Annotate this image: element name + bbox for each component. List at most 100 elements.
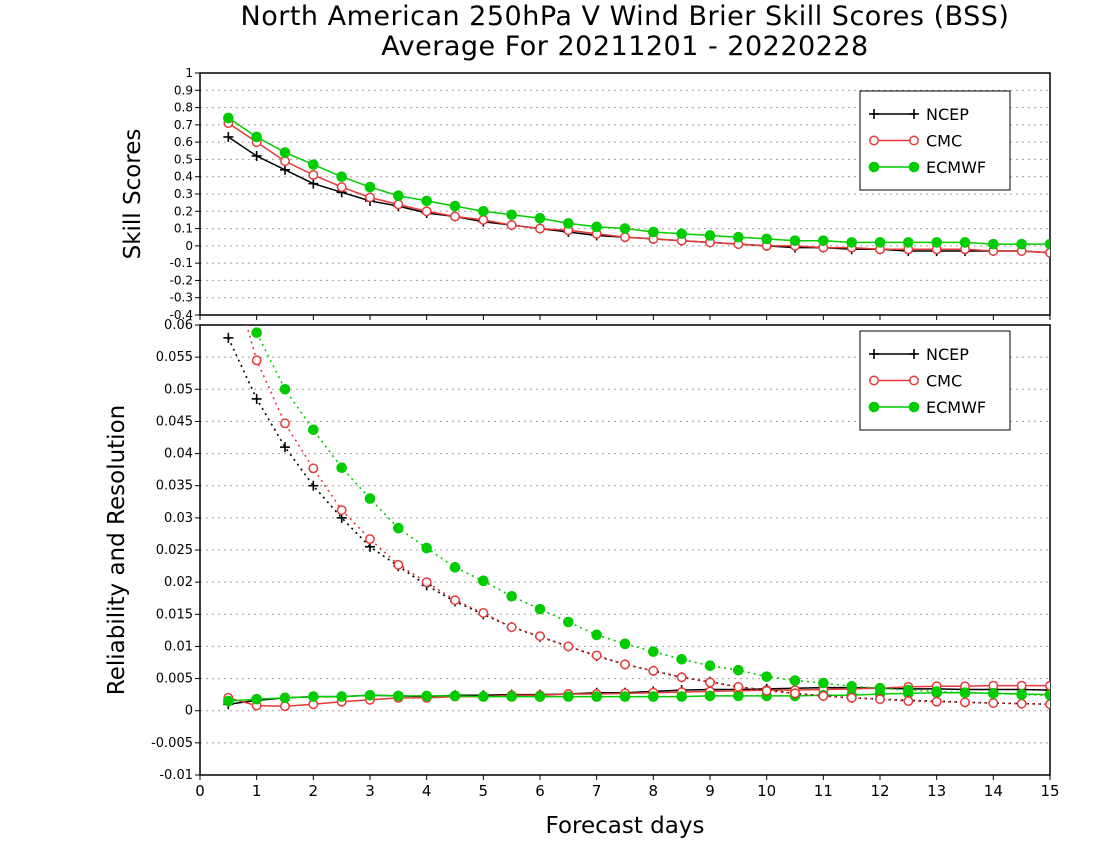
y-tick-label: -0.1 xyxy=(170,256,193,270)
data-point xyxy=(251,693,262,705)
data-point xyxy=(365,534,375,545)
data-point xyxy=(704,230,716,241)
x-tick-label: 3 xyxy=(365,782,375,800)
data-point xyxy=(704,660,716,672)
data-point xyxy=(279,147,291,158)
data-point xyxy=(704,690,716,702)
data-point xyxy=(534,212,546,224)
legend-marker xyxy=(869,109,879,119)
data-point xyxy=(591,629,602,641)
x-tick-label: 9 xyxy=(705,782,715,800)
y-tick-label: 0.5 xyxy=(174,152,193,166)
y-tick-label: 0.015 xyxy=(156,607,193,622)
data-point xyxy=(789,235,801,246)
data-point xyxy=(960,697,970,708)
x-tick-label: 11 xyxy=(814,782,833,800)
y-tick-label: 0.6 xyxy=(174,135,193,149)
series-cmc xyxy=(223,118,1050,258)
data-point xyxy=(393,199,404,210)
data-point xyxy=(336,462,347,474)
series-line xyxy=(252,325,1050,697)
data-point xyxy=(336,182,347,193)
data-point xyxy=(818,690,829,701)
data-point xyxy=(506,622,517,633)
data-point xyxy=(421,206,432,217)
data-point xyxy=(988,238,999,250)
data-point xyxy=(506,209,517,221)
y-tick-label: 0.9 xyxy=(174,83,193,97)
data-point xyxy=(733,231,744,243)
data-point xyxy=(449,200,461,212)
legend-marker xyxy=(908,161,920,173)
data-point xyxy=(450,211,460,222)
data-point xyxy=(308,159,319,170)
data-point xyxy=(818,677,829,689)
data-point xyxy=(988,698,999,708)
x-tick-label: 14 xyxy=(984,782,1003,800)
data-point xyxy=(619,638,631,650)
y-tick-label: 0.7 xyxy=(174,118,193,132)
data-point xyxy=(478,691,489,702)
data-point xyxy=(705,677,715,688)
data-point xyxy=(535,631,545,642)
data-point xyxy=(931,686,942,697)
data-point xyxy=(1016,238,1027,250)
data-point xyxy=(1045,699,1050,710)
y-tick-label: 0.01 xyxy=(164,639,193,654)
x-tick-label: 0 xyxy=(195,782,205,800)
data-point xyxy=(790,688,800,699)
panel-top: -0.4 -0.3 -0.2 -0.1 0 0.1 0.2 0.3 0.4 0.5 0.6 0.7 0.… xyxy=(120,66,1051,322)
data-point xyxy=(1016,689,1027,700)
data-point xyxy=(223,695,234,707)
data-point xyxy=(846,680,857,692)
y-tick-label: 0.8 xyxy=(174,101,193,115)
legend-item-ecmwf: ECMWF xyxy=(868,158,986,177)
y-tick-label: 0.055 xyxy=(156,350,193,365)
data-point xyxy=(251,131,262,143)
data-point xyxy=(846,237,857,248)
y-tick-label: 0.03 xyxy=(164,511,193,526)
legend-marker xyxy=(909,349,919,359)
data-point xyxy=(421,195,432,207)
data-point xyxy=(903,696,914,707)
y-tick-label: 0.04 xyxy=(164,447,193,462)
data-point xyxy=(591,650,602,661)
legend-marker xyxy=(908,401,920,413)
data-point xyxy=(478,608,489,618)
legend: NCEP CMC ECMWF xyxy=(859,330,1011,431)
data-point xyxy=(308,424,319,436)
x-tick-label: 12 xyxy=(870,782,889,800)
legend-marker xyxy=(868,161,880,173)
data-point xyxy=(903,684,914,696)
series-group xyxy=(223,325,1050,712)
data-point xyxy=(506,691,517,702)
data-point xyxy=(393,559,404,570)
y-tick-label: -0.005 xyxy=(151,736,193,751)
data-point xyxy=(676,653,687,665)
y-tick-label: 0.06 xyxy=(164,318,193,333)
data-point xyxy=(534,691,546,702)
data-point xyxy=(478,205,489,217)
data-point xyxy=(1044,238,1050,250)
data-point xyxy=(336,505,347,516)
y-tick-label: 1 xyxy=(185,66,193,80)
x-axis-label: Forecast days xyxy=(546,813,705,839)
y-axis-label: Reliability and Resolution xyxy=(104,405,130,695)
data-point xyxy=(648,665,659,676)
x-tick-label: 1 xyxy=(252,782,262,800)
legend-item-cmc: CMC xyxy=(869,132,962,151)
data-point xyxy=(280,156,290,167)
panel-bottom: -0.01 -0.005 0 0.005 0.01 0.015 0.02 0.025 0.03 0… xyxy=(104,318,1060,800)
legend-marker xyxy=(909,109,919,119)
legend-marker xyxy=(869,349,879,359)
data-point xyxy=(1045,685,1050,696)
data-point xyxy=(251,327,262,339)
x-tick-label: 10 xyxy=(757,782,776,800)
y-tick-label: 0.005 xyxy=(156,672,193,687)
data-point xyxy=(591,691,602,702)
x-tick-label: 15 xyxy=(1040,782,1059,800)
x-tick-label: 7 xyxy=(592,782,602,800)
data-point xyxy=(478,575,489,587)
data-point xyxy=(563,616,574,628)
data-point xyxy=(1016,680,1027,691)
